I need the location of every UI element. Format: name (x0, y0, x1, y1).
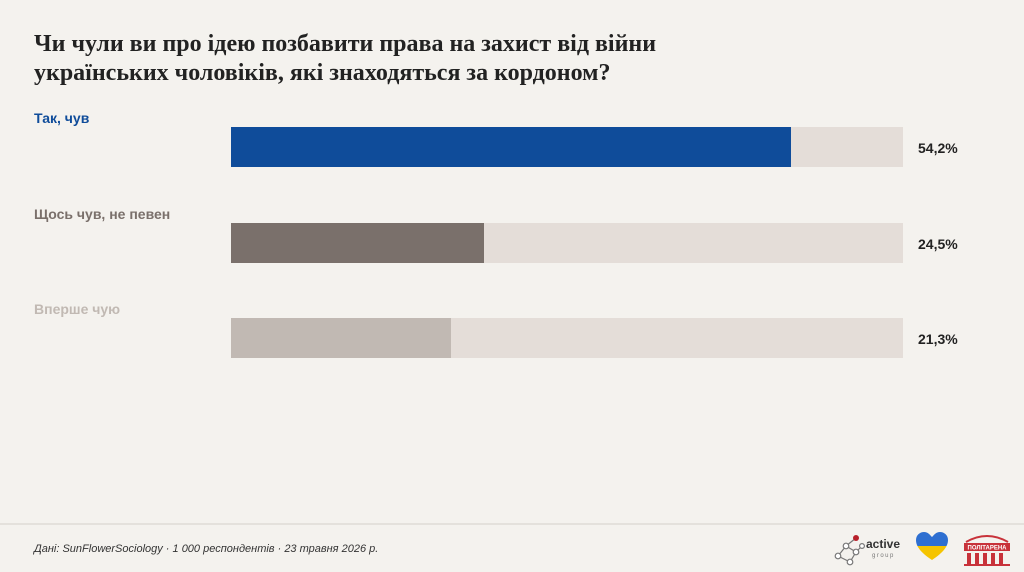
politarena-logo-text: ПОЛІТАРЕНА (968, 546, 1008, 552)
bar-category-label: Щось чув, не певен (34, 206, 171, 222)
active-group-logo: active group (834, 535, 900, 566)
bar-value-label: 21,3% (918, 331, 958, 347)
bar-value-label: 24,5% (918, 236, 958, 252)
bar (231, 318, 452, 358)
active-logo-sub: group (872, 553, 895, 559)
bar-track (231, 318, 903, 358)
footer-divider (0, 523, 1024, 525)
chart-title: Чи чули ви про ідею позбавити права на з… (34, 31, 657, 86)
active-logo-word: active (866, 537, 900, 551)
politarena-logo: ПОЛІТАРЕНА (964, 535, 1010, 566)
bar-chart: Так, чув 54,2% Щось чув, не певен 24,5% Впер… (34, 110, 958, 358)
bar-track (231, 127, 903, 167)
bar (231, 127, 792, 167)
footer-source: Дані: SunFlowerSociology · 1 000 респонд… (34, 543, 379, 555)
heart-logo-icon (916, 532, 948, 560)
bar-category-label: Так, чув (34, 110, 90, 126)
bar (231, 223, 485, 263)
bar-category-label: Вперше чую (34, 301, 121, 317)
bar-track (231, 223, 903, 263)
bar-value-label: 54,2% (918, 140, 958, 156)
